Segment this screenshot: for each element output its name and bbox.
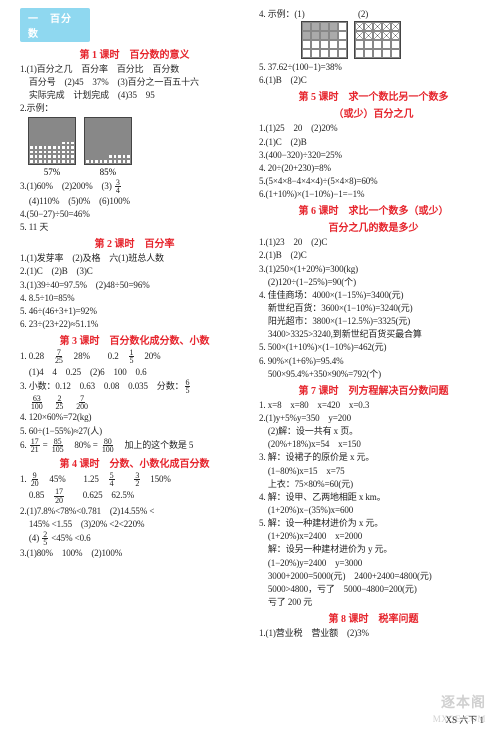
text-line: 1.(1)23 20 (2)C (259, 236, 488, 248)
text-line: 5. 37.62÷(100−1)=38% (259, 61, 488, 73)
lesson4-title: 第 4 课时 分数、小数化成百分数 (20, 455, 249, 470)
text-line: 3. 小数：0.12 0.63 0.08 0.035 分数：65 (20, 379, 249, 394)
text-line: 5. 500×(1+10%)×(1−10%)=462(元) (259, 341, 488, 353)
left-column: 一 百分数 第 1 课时 百分数的意义 1.(1)百分之几 百分率 百分比 百分… (20, 8, 249, 692)
left-body: 1.(1)百分之几 百分率 百分比 百分数 百分号 (2)45 37% (3)百… (20, 63, 249, 561)
right-body: 4. 示例：(1) (2) 5. 37.62÷(100−1)=38%6.(1)B … (259, 8, 488, 640)
text-line: (20%+18%)x=54 x=150 (259, 438, 488, 450)
small-grid-row (301, 21, 488, 59)
text-line: 1. 920 45% 1.25 54 32 150% (20, 472, 249, 487)
grid-label: 85% (100, 167, 117, 177)
lesson2-title: 第 2 课时 百分率 (20, 235, 249, 250)
percent-grid (28, 117, 76, 165)
text-line: 2.(1)B (2)C (259, 249, 488, 261)
text-line: 5.(5×4×8−4×4×4)÷(5×4×8)=60% (259, 175, 488, 187)
text-line: 1.(1)25 20 (2)20% (259, 122, 488, 134)
lesson1-title: 第 1 课时 百分数的意义 (20, 46, 249, 61)
text-line: 亏了 200 元 (259, 596, 488, 608)
right-column: 4. 示例：(1) (2) 5. 37.62÷(100−1)=38%6.(1)B … (259, 8, 488, 692)
lesson3-title: 第 3 课时 百分数化成分数、小数 (20, 332, 249, 347)
text-line: (1+20%)x=2400 x=2000 (259, 530, 488, 542)
text-line: (4) 25 <45% <0.6 (20, 531, 249, 546)
text-line: 1. x=8 x=80 x=420 x=0.3 (259, 399, 488, 411)
text-line: 1.(1)发芽率 (2)及格 六(1)班总人数 (20, 252, 249, 264)
percent-grid (84, 117, 132, 165)
text-line: 6. 23÷(23+22)≈51.1% (20, 318, 249, 330)
text-line: (1−80%)x=15 x=75 (259, 465, 488, 477)
text-line: 4. 解：设甲、乙两地相距 x km。 (259, 491, 488, 503)
text-line: 解：设另一种建材进价为 y 元。 (259, 543, 488, 555)
text-line: 5. 解：设一种建材进价为 x 元。 (259, 517, 488, 529)
text-line: 2.(1)y+5%y=350 y=200 (259, 412, 488, 424)
lesson8-title: 第 8 课时 税率问题 (259, 610, 488, 625)
lesson6-title: 第 6 课时 求比一个数多（或少） (259, 202, 488, 217)
text-line: 4. 示例：(1) (2) (259, 8, 488, 20)
small-grid (354, 21, 401, 59)
text-line: 0.85 1720 0.625 62.5% (20, 488, 249, 503)
small-grid (301, 21, 348, 59)
text-line: 3.(1)80% 100% (2)100% (20, 547, 249, 559)
text-line: 63100 225 7200 (20, 395, 249, 410)
text-line: 3.(400−320)÷320=25% (259, 149, 488, 161)
text-line: 3000+2000=5000(元) 2400+2400=4800(元) (259, 570, 488, 582)
text-line: (2)解：设一共有 x 页。 (259, 425, 488, 437)
text-line: 145% <1.55 (3)20% <2<220% (20, 518, 249, 530)
text-line: 1.(1)百分之几 百分率 百分比 百分数 (20, 63, 249, 75)
text-line: 4. 20÷(20+230)=8% (259, 162, 488, 174)
text-line: 6.(1+10%)×(1−10%)−1=−1% (259, 188, 488, 200)
text-line: 百分号 (2)45 37% (3)百分之一百五十六 (20, 76, 249, 88)
text-line: 500×95.4%+350×90%=792(个) (259, 368, 488, 380)
text-line: (1+20%)x−(35%)x=600 (259, 504, 488, 516)
text-line: 4. 120×60%=72(kg) (20, 411, 249, 423)
text-line: 3. 解：设裙子的原价是 x 元。 (259, 451, 488, 463)
text-line: 6. 1721 = 85105 80% = 80100 加上的这个数是 5 (20, 438, 249, 453)
text-line: 2.(1)C (2)B (3)C (20, 265, 249, 277)
text-line: 6. 90%×(1+6%)=95.4% (259, 355, 488, 367)
text-line: 3.(1)250×(1+20%)=300(kg) (259, 263, 488, 275)
text-line: 5. 46÷(46+3+1)=92% (20, 305, 249, 317)
text-line: 2.(1)7.8%<78%<0.781 (2)14.55% < (20, 505, 249, 517)
text-line: (2)120÷(1−25%)=90(个) (259, 276, 488, 288)
text-line: 新世纪百货：3600×(1−10%)=3240(元) (259, 302, 488, 314)
text-line: 4. 佳佳商场：4000×(1−15%)=3400(元) (259, 289, 488, 301)
text-line: 4.(50−27)÷50=46% (20, 208, 249, 220)
text-line: 2.(1)C (2)B (259, 136, 488, 148)
text-line: 6.(1)B (2)C (259, 74, 488, 86)
text-line: 实际完成 计划完成 (4)35 95 (20, 89, 249, 101)
text-line: 5000>4800，亏了 5000−4800=200(元) (259, 583, 488, 595)
lesson5-title: 第 5 课时 求一个数比另一个数多 (259, 88, 488, 103)
text-line: (4)110% (5)0% (6)100% (20, 195, 249, 207)
text-line: 上衣：75×80%=60(元) (259, 478, 488, 490)
text-line: 3.(1)39÷40=97.5% (2)48÷50=96% (20, 279, 249, 291)
text-line: 阳光超市：3800×(1−12.5%)=3325(元) (259, 315, 488, 327)
watermark: 逐本阁 (441, 692, 486, 712)
text-line: 1. 0.28 725 28% 0.2 15 20% (20, 349, 249, 364)
text-line: 5. 11 天 (20, 221, 249, 233)
text-line: (1−20%)y=2400 y=3000 (259, 557, 488, 569)
grid-label: 57% (44, 167, 61, 177)
text-line: 3400>3325>3240,到新世纪百货买最合算 (259, 328, 488, 340)
unit-header: 一 百分数 (20, 8, 90, 42)
grid-pair: 57% 85% (28, 117, 249, 177)
page-footer: XS 六下 1 (445, 713, 484, 726)
lesson6-title2: 百分之几的数是多少 (259, 219, 488, 234)
text-line: 5. 60÷(1−55%)≈27(人) (20, 425, 249, 437)
text-line: (1)4 4 0.25 (2)6 100 0.6 (20, 366, 249, 378)
text-line: 4. 8.5÷10=85% (20, 292, 249, 304)
lesson7-title: 第 7 课时 列方程解决百分数问题 (259, 382, 488, 397)
text-line: 3.(1)60% (2)200% (3) 34 (20, 179, 249, 194)
text-line: 2.示例： (20, 102, 249, 114)
lesson5-title2: （或少）百分之几 (259, 105, 488, 120)
text-line: 1.(1)营业税 营业额 (2)3% (259, 627, 488, 639)
